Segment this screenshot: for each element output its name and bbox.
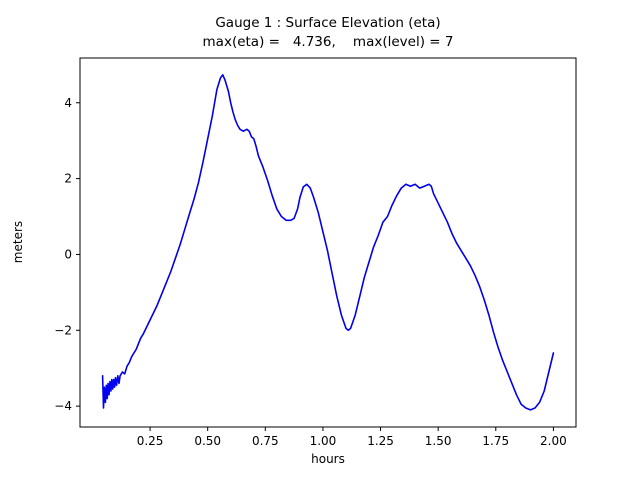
chart-title: Gauge 1 : Surface Elevation (eta): [215, 15, 440, 31]
chart-subtitle: max(eta) = 4.736, max(level) = 7: [203, 34, 454, 50]
y-axis-label: meters: [11, 221, 25, 263]
x-tick-label: 0.50: [194, 434, 221, 448]
axes-layer: 0.25 0.50 0.75 1.00 1.25 1.50 1.75 2.00 −4 −2 0 2 4: [54, 96, 566, 448]
x-tick-label: 1.25: [367, 434, 394, 448]
x-tick-label: 0.75: [252, 434, 279, 448]
y-tick-label: 4: [64, 96, 72, 110]
x-tick-label: 2.00: [540, 434, 567, 448]
x-tick-label: 1.75: [482, 434, 509, 448]
x-tick-label: 1.00: [310, 434, 337, 448]
x-tick-label: 0.25: [137, 434, 164, 448]
y-tick-label: 0: [64, 247, 72, 261]
y-tick-label: 2: [64, 172, 72, 186]
eta-line-series: [101, 74, 555, 411]
plot-area: [79, 57, 577, 428]
y-tick-label: −2: [54, 323, 72, 337]
x-tick-label: 1.50: [425, 434, 452, 448]
x-axis-label: hours: [311, 452, 345, 466]
y-tick-label: −4: [54, 399, 72, 413]
